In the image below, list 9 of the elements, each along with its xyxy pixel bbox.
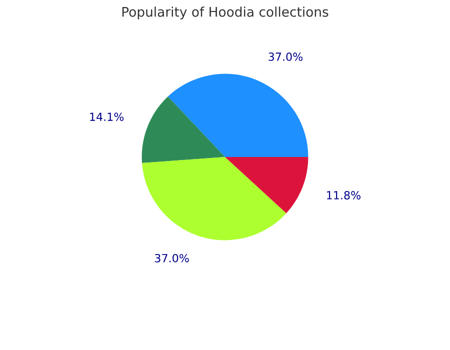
data-label: 14.1% xyxy=(90,112,124,122)
data-label: 37.0% xyxy=(268,52,303,61)
pie-slice xyxy=(225,157,308,214)
chart-title: Popularity of Hoodia collections xyxy=(122,6,328,20)
data-label: 11.8% xyxy=(327,191,360,200)
data-label: 37.0% xyxy=(155,254,189,262)
pie-slice xyxy=(168,74,308,157)
pie-slice xyxy=(142,157,286,240)
pie-slice xyxy=(142,96,225,164)
